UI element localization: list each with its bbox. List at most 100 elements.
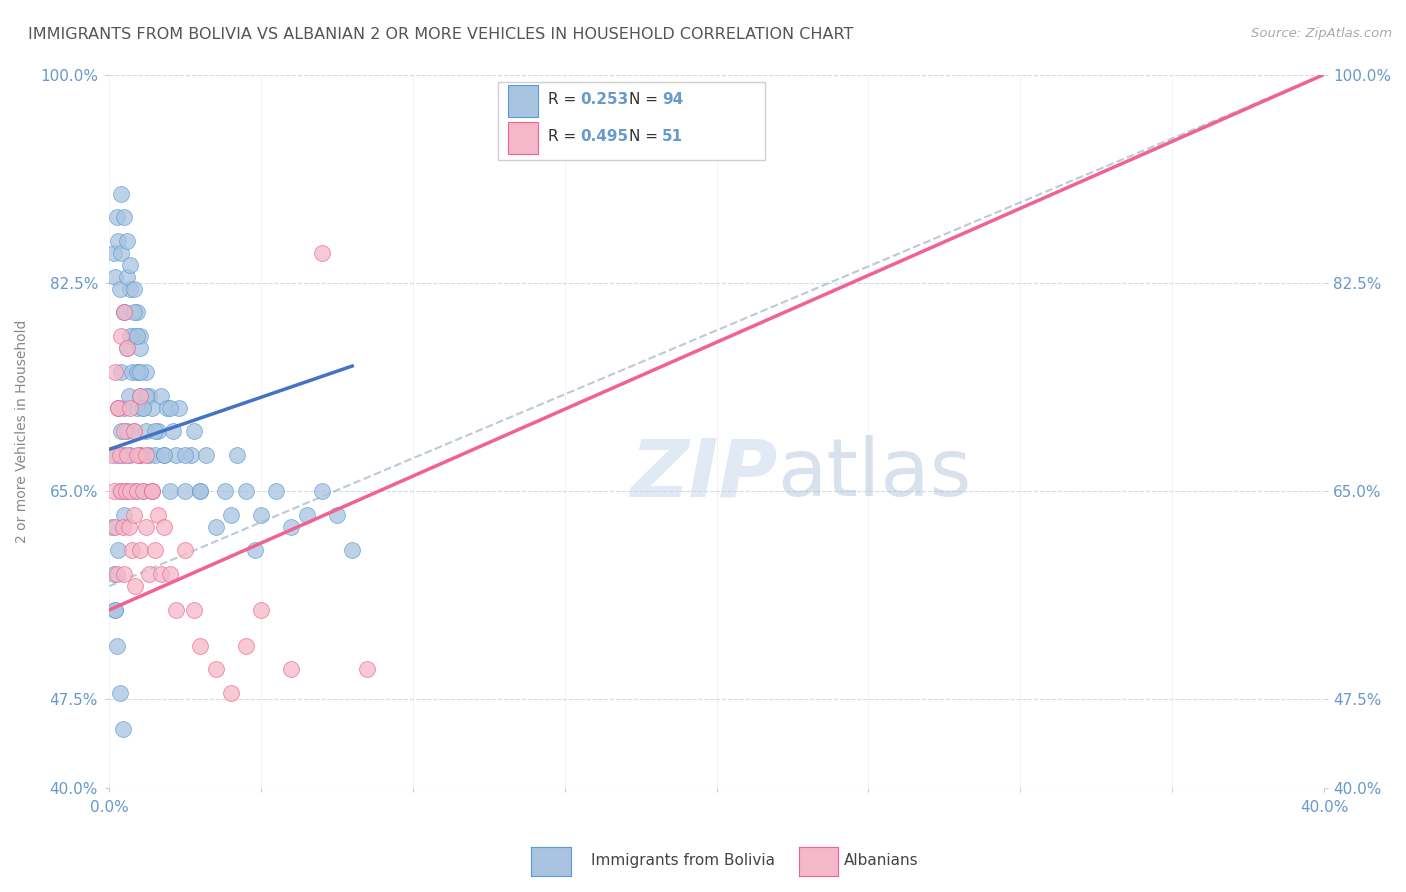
Point — [311, 246, 333, 260]
Point — [128, 448, 150, 462]
Point — [121, 543, 143, 558]
Point — [104, 603, 127, 617]
Point — [141, 483, 163, 498]
Point — [122, 425, 145, 439]
Point — [128, 329, 150, 343]
Point — [219, 686, 242, 700]
Point — [101, 519, 124, 533]
Text: 0.495: 0.495 — [581, 129, 628, 145]
Point — [122, 508, 145, 522]
Point — [165, 448, 187, 462]
Point — [115, 483, 138, 498]
Point — [105, 211, 128, 225]
Point — [356, 663, 378, 677]
Point — [122, 425, 145, 439]
Point — [188, 483, 211, 498]
Point — [120, 483, 142, 498]
Point — [101, 448, 124, 462]
Point — [167, 401, 190, 415]
Point — [180, 448, 202, 462]
Text: Source: ZipAtlas.com: Source: ZipAtlas.com — [1251, 27, 1392, 40]
Point — [120, 282, 142, 296]
Point — [149, 389, 172, 403]
Point — [120, 258, 142, 272]
Text: Immigrants from Bolivia: Immigrants from Bolivia — [591, 854, 775, 868]
Point — [111, 448, 134, 462]
Text: R =: R = — [548, 92, 581, 107]
Point — [159, 483, 181, 498]
Point — [117, 269, 139, 284]
Point — [110, 425, 132, 439]
Point — [127, 365, 149, 379]
Point — [128, 448, 150, 462]
Point — [149, 567, 172, 582]
Point — [295, 508, 318, 522]
Point — [104, 603, 127, 617]
Point — [125, 365, 148, 379]
Point — [214, 483, 236, 498]
Point — [110, 483, 132, 498]
Point — [125, 401, 148, 415]
Point — [153, 519, 176, 533]
Point — [131, 483, 153, 498]
Point — [111, 722, 134, 736]
Point — [143, 448, 166, 462]
Text: ZIP: ZIP — [630, 435, 778, 513]
Point — [107, 401, 129, 415]
Text: 0.253: 0.253 — [581, 92, 628, 107]
Point — [122, 305, 145, 319]
Point — [195, 448, 218, 462]
Text: Albanians: Albanians — [844, 854, 918, 868]
Point — [128, 341, 150, 355]
Point — [138, 567, 160, 582]
Bar — [498, 82, 765, 161]
Y-axis label: 2 or more Vehicles in Household: 2 or more Vehicles in Household — [15, 320, 30, 543]
Point — [107, 401, 129, 415]
Point — [128, 389, 150, 403]
Point — [112, 305, 135, 319]
Point — [204, 663, 226, 677]
Point — [105, 567, 128, 582]
Point — [117, 341, 139, 355]
Point — [131, 401, 153, 415]
Point — [188, 639, 211, 653]
Point — [146, 508, 169, 522]
Point — [108, 686, 131, 700]
Point — [111, 519, 134, 533]
Point — [156, 401, 179, 415]
Point — [138, 448, 160, 462]
Point — [128, 389, 150, 403]
Point — [128, 543, 150, 558]
Point — [110, 329, 132, 343]
Point — [110, 365, 132, 379]
Point — [112, 401, 135, 415]
Point — [219, 508, 242, 522]
Point — [104, 365, 127, 379]
Text: N =: N = — [628, 129, 664, 145]
Text: IMMIGRANTS FROM BOLIVIA VS ALBANIAN 2 OR MORE VEHICLES IN HOUSEHOLD CORRELATION : IMMIGRANTS FROM BOLIVIA VS ALBANIAN 2 OR… — [28, 27, 853, 42]
Point — [204, 519, 226, 533]
Point — [131, 401, 153, 415]
Point — [108, 448, 131, 462]
Point — [118, 389, 141, 403]
Point — [107, 543, 129, 558]
Point — [250, 508, 273, 522]
Bar — [508, 122, 538, 154]
Point — [141, 483, 163, 498]
Point — [235, 483, 257, 498]
Point — [115, 483, 138, 498]
Point — [112, 305, 135, 319]
Point — [311, 483, 333, 498]
Point — [125, 448, 148, 462]
Point — [162, 425, 184, 439]
Point — [108, 483, 131, 498]
Point — [117, 448, 139, 462]
Point — [110, 186, 132, 201]
Point — [121, 365, 143, 379]
Point — [225, 448, 247, 462]
Point — [141, 401, 163, 415]
Point — [138, 389, 160, 403]
Point — [135, 425, 157, 439]
Point — [340, 543, 363, 558]
Point — [135, 519, 157, 533]
